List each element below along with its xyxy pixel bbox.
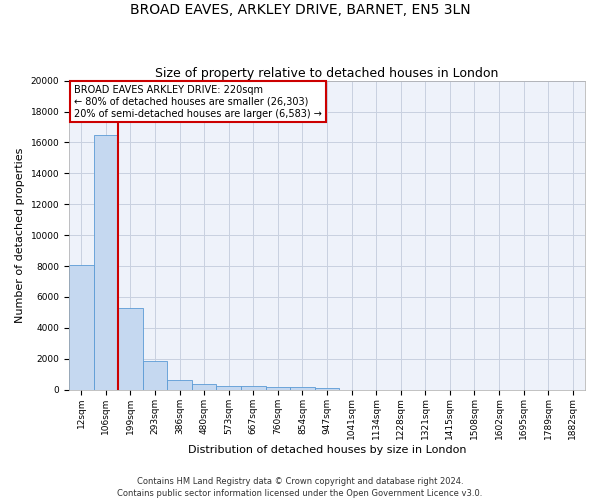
Text: BROAD EAVES ARKLEY DRIVE: 220sqm
← 80% of detached houses are smaller (26,303)
2: BROAD EAVES ARKLEY DRIVE: 220sqm ← 80% o… [74,86,322,118]
Bar [192,384,217,390]
Bar [94,134,118,390]
Bar [69,264,94,390]
Bar [290,388,315,390]
Bar [315,388,339,390]
X-axis label: Distribution of detached houses by size in London: Distribution of detached houses by size … [188,445,466,455]
Bar [217,386,241,390]
Bar [167,380,192,390]
Bar [266,387,290,390]
Text: Contains HM Land Registry data © Crown copyright and database right 2024.
Contai: Contains HM Land Registry data © Crown c… [118,476,482,498]
Y-axis label: Number of detached properties: Number of detached properties [15,148,25,323]
Text: BROAD EAVES, ARKLEY DRIVE, BARNET, EN5 3LN: BROAD EAVES, ARKLEY DRIVE, BARNET, EN5 3… [130,2,470,16]
Bar [143,361,167,390]
Bar [118,308,143,390]
Title: Size of property relative to detached houses in London: Size of property relative to detached ho… [155,66,499,80]
Bar [241,386,266,390]
